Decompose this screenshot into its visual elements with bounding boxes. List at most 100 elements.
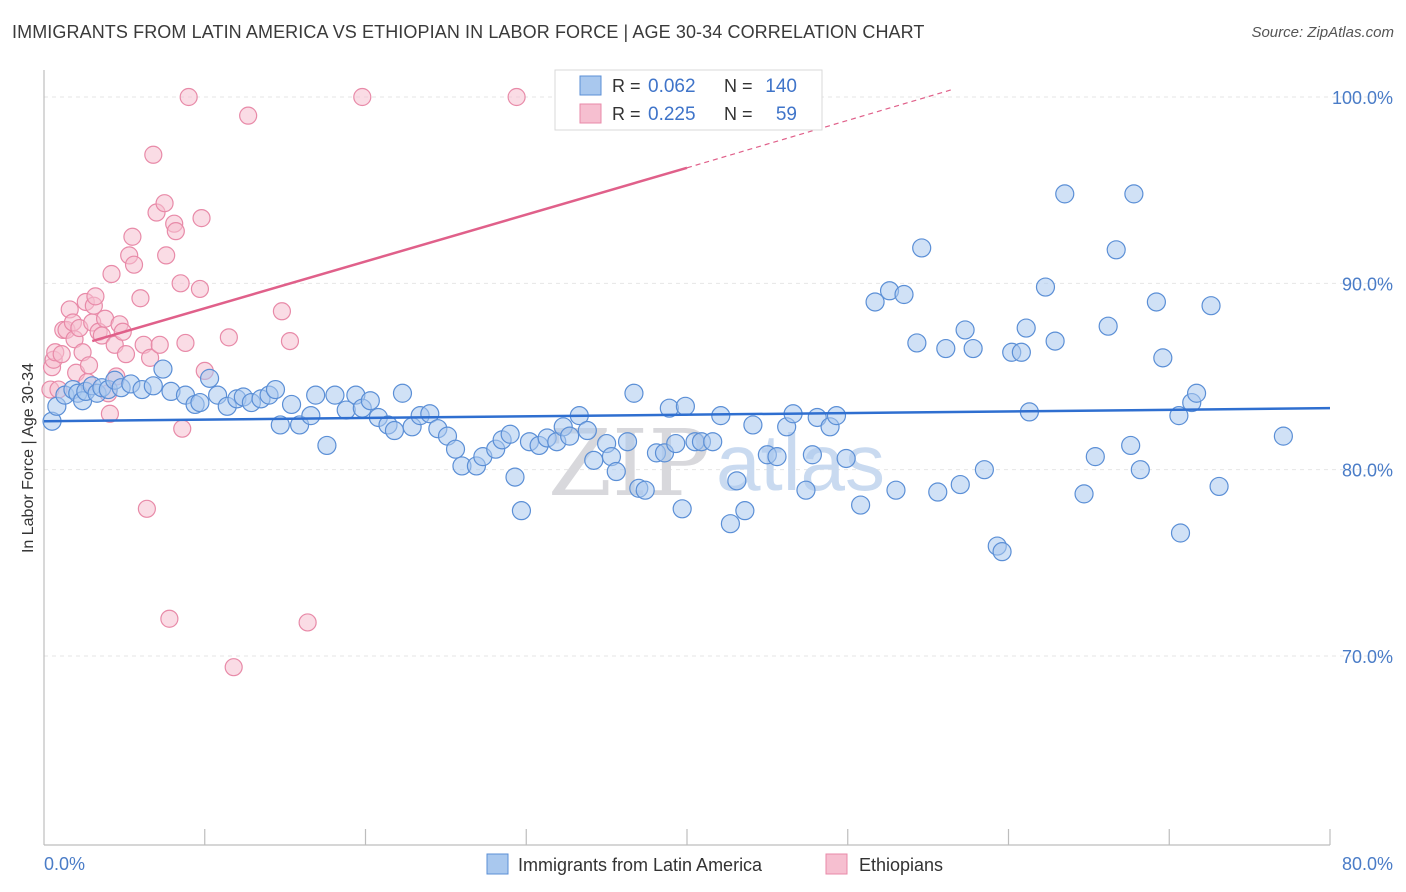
ethiopian-point	[86, 287, 105, 306]
latin-america-point	[1121, 435, 1141, 456]
latin-america-point	[617, 432, 638, 452]
latin-america-point	[392, 383, 413, 403]
y-tick-label: 80.0%	[1342, 461, 1393, 481]
ethiopian-point	[157, 246, 176, 265]
latin-america-point	[735, 501, 755, 521]
latin-america-point	[1201, 296, 1221, 316]
bottom-legend-swatch-blue	[486, 853, 509, 875]
trend-lines	[43, 88, 1331, 423]
ethiopian-point	[140, 348, 160, 367]
latin-america-point	[301, 406, 321, 426]
ethiopian-point	[144, 145, 163, 164]
ethiopian-point	[102, 264, 121, 284]
latin-america-point	[886, 480, 906, 500]
latin-america-point	[672, 499, 692, 519]
ethiopian-point	[150, 335, 169, 354]
ethiopian-point	[179, 87, 198, 107]
y-tick-label: 90.0%	[1342, 274, 1393, 294]
latin-america-point	[384, 420, 405, 441]
bottom-legend-label-ethiopians: Ethiopians	[859, 855, 943, 875]
watermark-zip: ZIP	[548, 410, 710, 517]
bottom-legend-label-latin-america: Immigrants from Latin America	[518, 855, 763, 875]
latin-america-point	[1153, 348, 1173, 368]
ethiopian-point	[100, 404, 120, 423]
latin-america-point	[1124, 184, 1144, 204]
latin-america-point	[936, 338, 956, 359]
latin-america-point	[1011, 342, 1031, 362]
ethiopian-point	[52, 345, 71, 364]
latin-america-point	[281, 394, 302, 415]
latin-america-point	[865, 292, 885, 312]
latin-america-point	[974, 460, 994, 480]
latin-america-point	[199, 368, 220, 388]
latin-america-point	[1074, 484, 1094, 504]
latin-america-point	[950, 474, 970, 495]
series-latin-america	[42, 184, 1293, 562]
latin-america-point	[802, 445, 822, 465]
trend-line-ethiopians	[91, 166, 688, 343]
latin-america-point	[1130, 460, 1150, 480]
correlation-legend: R = 0.062 N = 140 R = 0.225 N = 59	[554, 69, 823, 131]
latin-america-point	[317, 435, 337, 456]
latin-america-point	[500, 424, 520, 444]
x-tick-label: 80.0%	[1342, 854, 1393, 874]
latin-america-point	[1146, 292, 1166, 312]
latin-america-point	[624, 383, 644, 403]
ethiopian-point	[166, 222, 185, 241]
legend-n-label-1: N =	[724, 76, 753, 96]
legend-r-label-2: R =	[612, 104, 641, 124]
ethiopian-point	[171, 274, 190, 293]
latin-america-point	[360, 391, 380, 411]
trend-line-latin-america	[43, 406, 1331, 423]
latin-america-point	[1170, 523, 1191, 543]
latin-america-point	[1169, 406, 1189, 426]
ethiopian-point	[79, 356, 99, 375]
ethiopian-point	[131, 289, 150, 308]
latin-america-point	[963, 338, 983, 359]
ethiopian-point	[272, 302, 292, 321]
watermark: ZIP atlas	[548, 410, 885, 517]
series-ethiopians	[41, 87, 526, 677]
latin-america-point	[1209, 476, 1229, 497]
latin-america-point	[445, 439, 466, 459]
latin-america-point	[265, 379, 286, 400]
legend-n-value-2: 59	[776, 104, 797, 125]
latin-america-point	[1016, 318, 1036, 338]
series-legend: Immigrants from Latin America Ethiopians	[486, 853, 943, 875]
ethiopian-point	[155, 194, 174, 213]
latin-america-point	[505, 467, 525, 487]
ethiopian-point	[190, 279, 210, 299]
y-tick-label: 70.0%	[1342, 647, 1393, 667]
ethiopian-point	[192, 209, 211, 228]
latin-america-point	[511, 501, 532, 521]
latin-america-point	[1055, 184, 1075, 204]
legend-r-label-1: R =	[612, 76, 641, 96]
latin-america-point	[743, 415, 763, 435]
latin-america-point	[635, 480, 655, 500]
latin-america-point	[826, 406, 847, 426]
latin-america-point	[1273, 426, 1293, 446]
latin-america-point	[143, 376, 163, 396]
x-tick-label: 0.0%	[44, 854, 85, 874]
ethiopian-point	[137, 499, 156, 518]
x-axis-ticks	[204, 829, 1331, 845]
latin-america-point	[703, 432, 723, 452]
grid-lines	[44, 96, 1392, 657]
latin-america-point	[1106, 240, 1126, 260]
legend-swatch-pink	[579, 103, 602, 124]
latin-america-point	[1035, 277, 1056, 297]
latin-america-point	[1098, 316, 1118, 336]
latin-america-point	[851, 495, 871, 515]
source-credit: Source: ZipAtlas.com	[1251, 24, 1394, 41]
latin-america-point	[836, 448, 856, 469]
latin-america-point	[306, 385, 326, 405]
latin-america-point	[675, 396, 695, 416]
ethiopian-point	[507, 87, 526, 107]
ethiopian-point	[116, 345, 136, 364]
ethiopian-point	[123, 227, 142, 246]
latin-america-point	[796, 480, 816, 500]
ethiopian-point	[224, 658, 243, 677]
y-axis-label: In Labor Force | Age 30-34	[20, 363, 37, 553]
ethiopian-point	[298, 613, 317, 632]
ethiopian-point	[280, 331, 300, 351]
